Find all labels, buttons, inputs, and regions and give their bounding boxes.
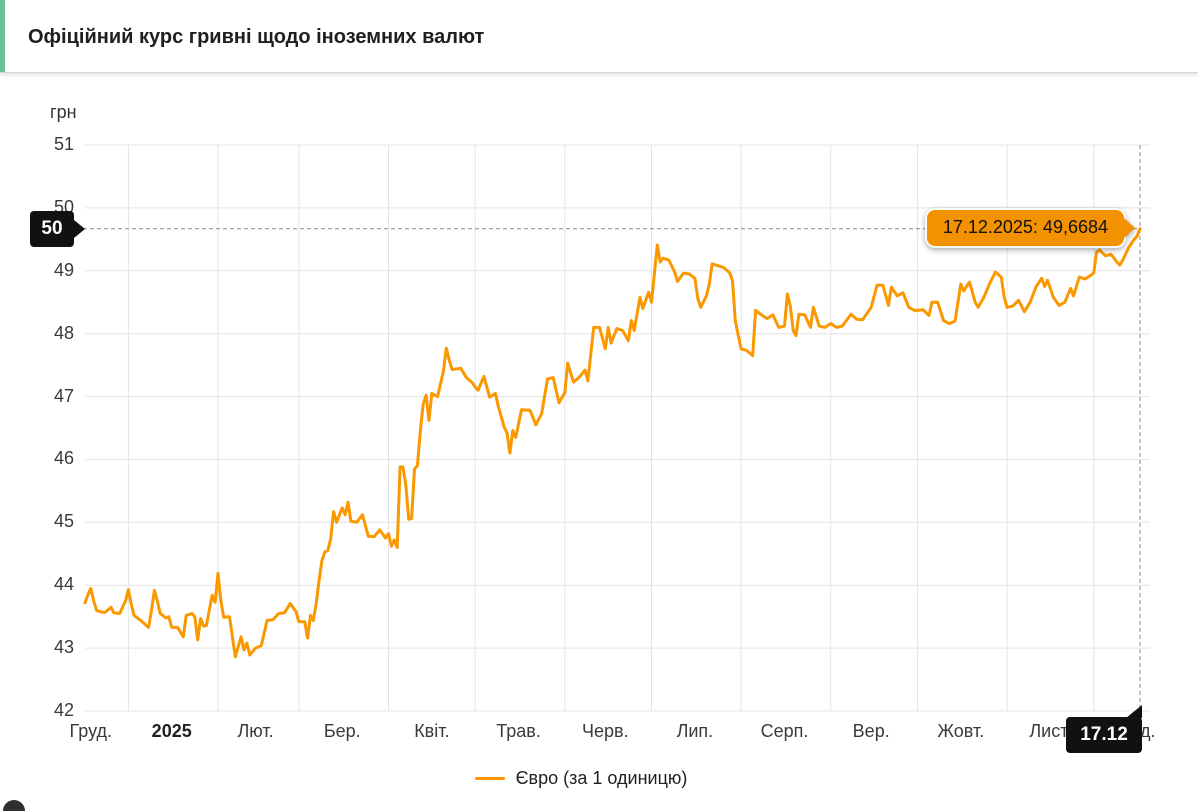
x-axis-tick-label: Груд. — [69, 721, 112, 741]
header-accent-bar — [0, 0, 5, 72]
x-axis-tick-label: Квіт. — [414, 721, 450, 741]
x-axis-tick-label: Жовт. — [937, 721, 985, 741]
x-axis-tick-label: Вер. — [852, 721, 890, 741]
y-axis-tick-label: 43 — [53, 637, 74, 658]
point-tooltip: 17.12.2025: 49,6684 — [926, 209, 1135, 246]
x-axis-tick-label: Лип. — [676, 721, 714, 741]
x-axis-tick-label: Серп. — [760, 721, 809, 741]
y-axis-tick-label: 49 — [53, 259, 74, 280]
y-axis-tick-label: 47 — [53, 385, 74, 406]
y-axis-tick-label: 44 — [53, 574, 74, 595]
header: Офіційний курс гривні щодо іноземних вал… — [0, 0, 1198, 73]
legend-item-euro[interactable]: Євро (за 1 одиницю) — [474, 768, 688, 789]
point-tooltip-text: 17.12.2025: 49,6684 — [926, 209, 1124, 246]
y-axis-tick-label: 51 — [53, 134, 74, 154]
x-axis-tick-label: Черв. — [581, 721, 629, 741]
x-axis-tick-label: Лист. — [1029, 721, 1072, 741]
x-axis-tick-label: Лют. — [237, 721, 274, 741]
legend-line-swatch-icon — [474, 777, 505, 780]
y-axis-tick-label: 48 — [53, 322, 74, 343]
page-title: Офіційний курс гривні щодо іноземних вал… — [28, 26, 485, 48]
x-axis-tick-label: Бер. — [323, 721, 361, 741]
y-axis-unit-label: грн — [50, 102, 77, 122]
x-axis-tick-label: 2025 — [151, 721, 192, 741]
y-axis-tick-label: 46 — [53, 448, 74, 469]
floating-widget-button[interactable] — [3, 800, 25, 811]
legend: Євро (за 1 одиницю) — [0, 768, 1162, 789]
y-axis-tick-label: 42 — [53, 700, 74, 720]
x-axis-tick-label: Трав. — [496, 721, 541, 741]
x-crosshair-date-badge: 17.12 — [1066, 705, 1142, 753]
point-tooltip-arrow-icon — [1124, 217, 1135, 238]
y-axis-tick-label: 45 — [53, 511, 74, 532]
series-line-euro — [83, 227, 1142, 659]
legend-item-label: Євро (за 1 одиницю) — [515, 768, 688, 788]
y-crosshair-value-badge: 50 — [30, 210, 74, 247]
